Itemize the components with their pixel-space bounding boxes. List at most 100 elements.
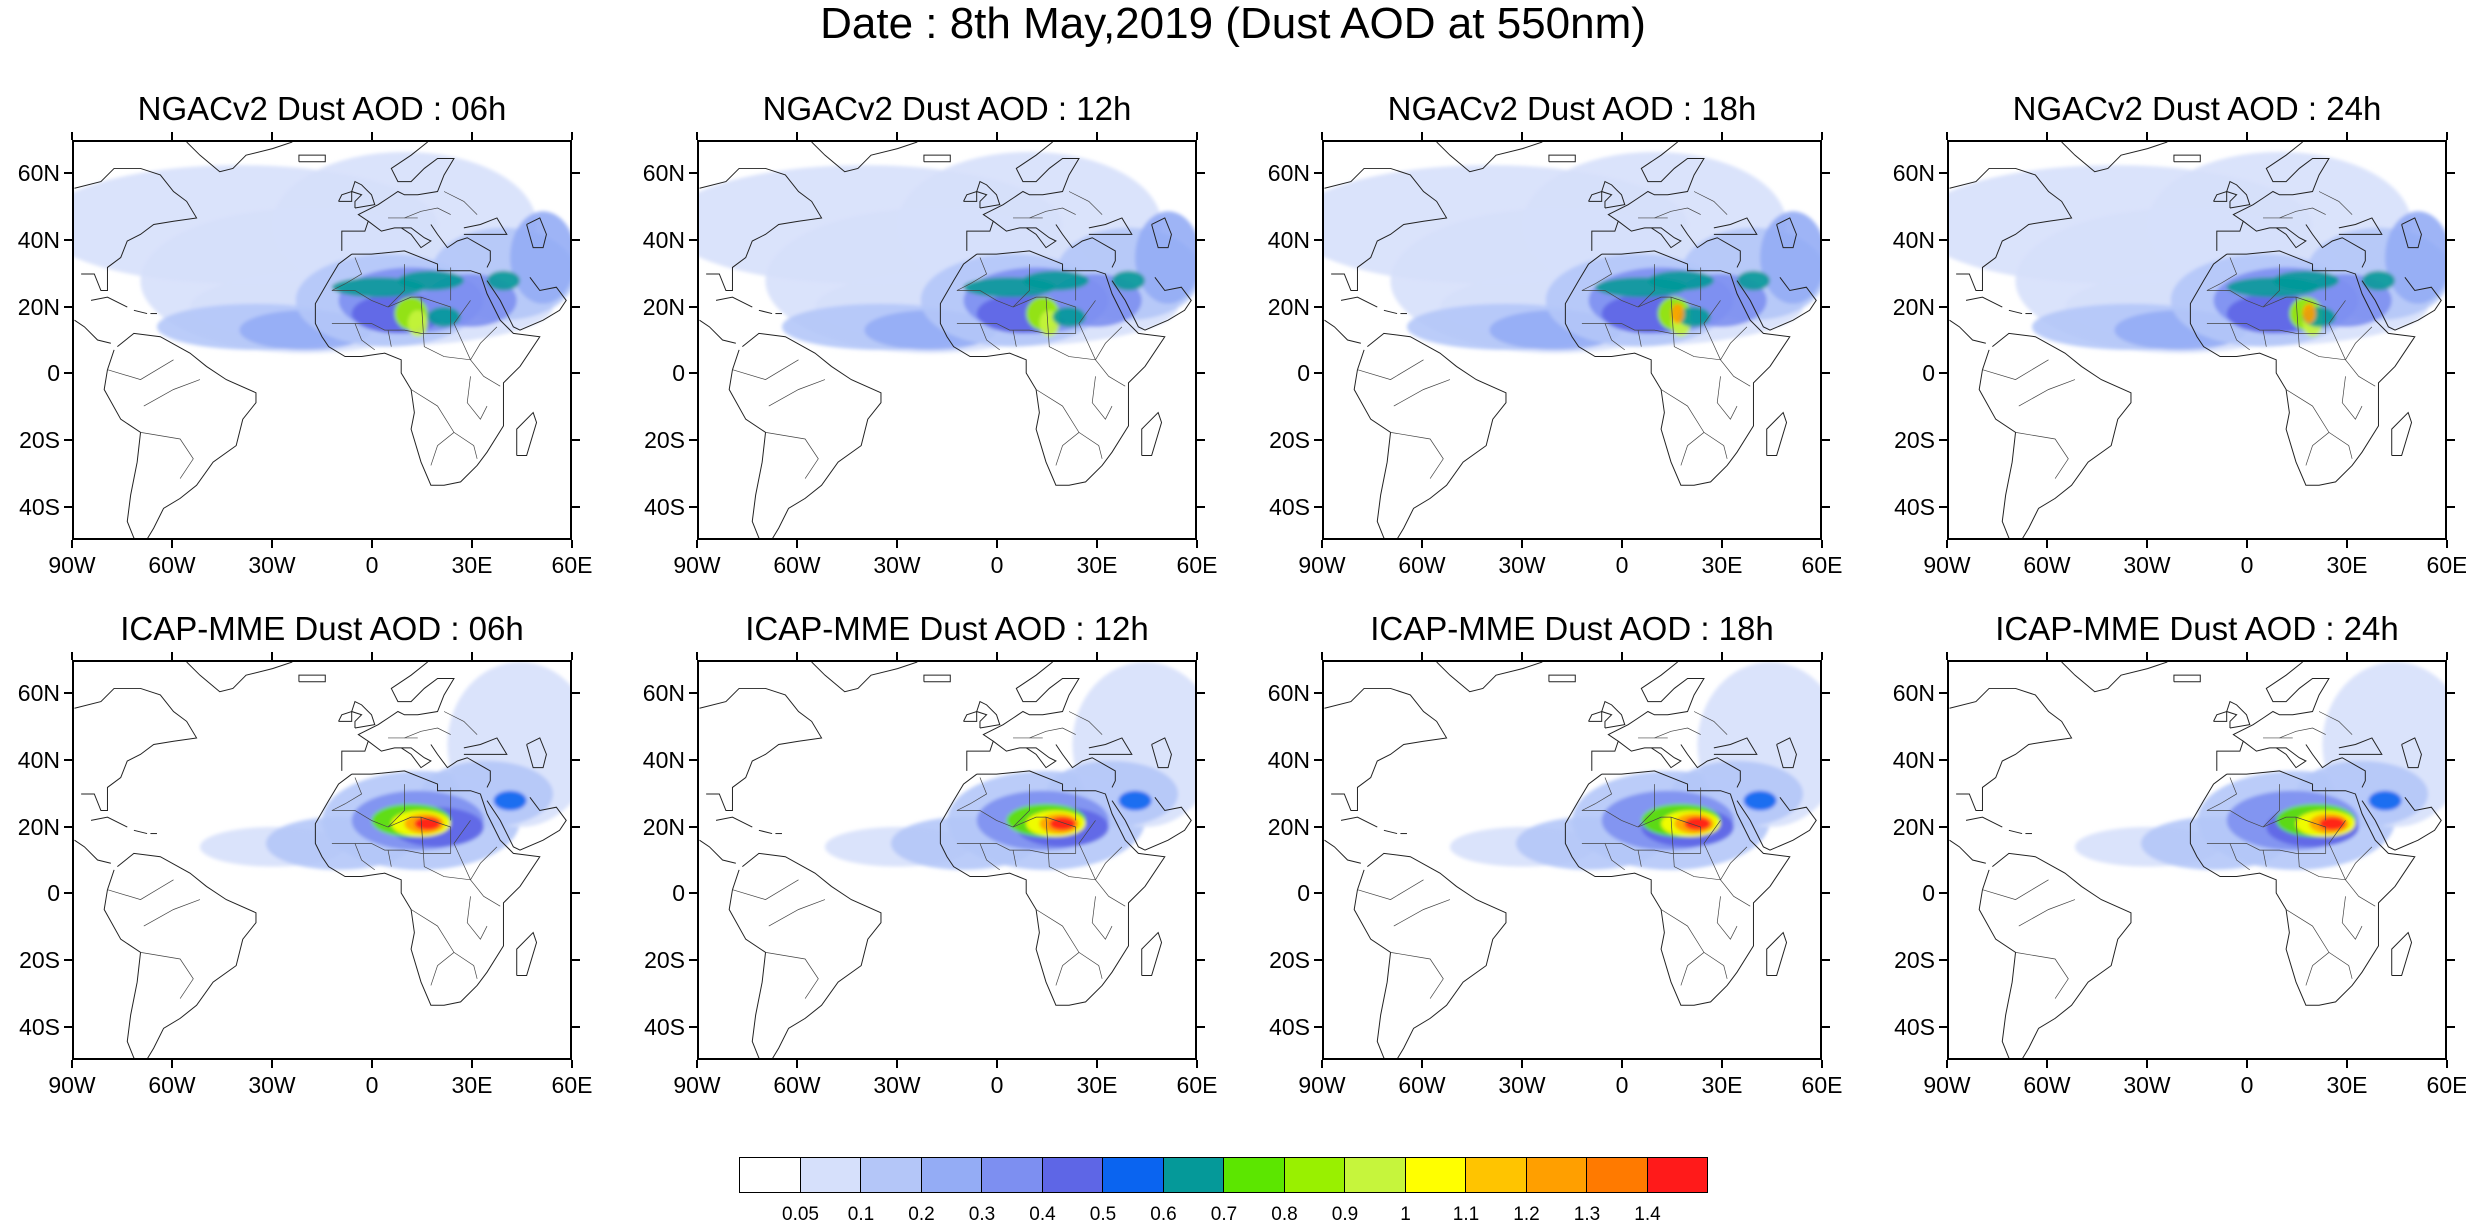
lon-tick — [2246, 540, 2248, 548]
lat-tick — [572, 759, 580, 761]
country-border — [387, 850, 392, 867]
lon-tick-label: 30W — [2123, 1072, 2171, 1098]
lon-tick — [1821, 652, 1823, 660]
country-border — [1091, 896, 1113, 940]
lat-tick — [2447, 505, 2455, 508]
lon-tick-label: 30E — [2326, 552, 2368, 578]
coastline — [338, 710, 353, 722]
lon-tick — [796, 540, 798, 548]
aod-plume — [510, 211, 570, 304]
coastline — [963, 190, 978, 202]
coastline — [1978, 332, 2132, 538]
lon-tick — [1196, 652, 1198, 660]
coastline — [1151, 217, 1172, 249]
country-border — [1091, 376, 1113, 420]
lat-tick-label: 40N — [1892, 747, 1935, 773]
panel-title: ICAP-MME Dust AOD : 18h — [1370, 610, 1774, 647]
coastline — [1564, 770, 1791, 1006]
lat-tick — [1197, 372, 1205, 375]
coastline — [367, 220, 432, 249]
lat-tick — [1197, 305, 1205, 308]
lat-tick — [1197, 439, 1205, 441]
lat-tick-label: 20S — [1894, 427, 1935, 453]
colorbar-swatch — [1283, 1157, 1345, 1193]
coastline — [811, 662, 918, 693]
lat-tick — [1314, 825, 1322, 828]
coastline — [1978, 852, 2132, 1058]
dust-aod-map — [697, 660, 1197, 1060]
coastline — [1591, 662, 1705, 771]
lat-tick — [1822, 439, 1830, 441]
coastline — [1324, 839, 1361, 864]
lon-tick — [271, 1060, 273, 1068]
lat-tick — [1197, 239, 1205, 241]
country-border — [2015, 432, 2069, 479]
lat-tick-label: 60N — [1267, 160, 1310, 187]
coastline — [1141, 411, 1163, 457]
coastline — [486, 797, 567, 851]
country-border — [2262, 784, 2280, 828]
coastline — [2401, 217, 2422, 249]
country-border — [404, 727, 451, 739]
country-border — [1670, 297, 1748, 361]
lon-tick — [2146, 652, 2148, 660]
coastline — [2242, 220, 2307, 249]
lon-tick-label: 30W — [1498, 552, 1546, 578]
lon-tick-label: 60E — [551, 1072, 593, 1098]
coastline — [74, 167, 198, 291]
lon-tick — [796, 652, 798, 660]
lat-tick — [2447, 439, 2455, 441]
country-border — [732, 879, 799, 900]
coastline — [2338, 737, 2383, 755]
lon-tick — [2446, 1060, 2448, 1068]
colorbar-swatch — [860, 1157, 922, 1193]
lat-tick — [2447, 1025, 2455, 1028]
coastline — [758, 309, 773, 315]
lon-tick — [1421, 652, 1423, 660]
coastline — [1949, 319, 1986, 344]
country-border — [410, 389, 455, 466]
country-border — [2229, 843, 2250, 871]
lon-tick-label: 60W — [2023, 552, 2071, 578]
coastline — [430, 744, 491, 788]
coastline — [992, 220, 1057, 249]
colorbar-label: 0.3 — [968, 1204, 996, 1225]
coastline — [2226, 180, 2251, 209]
country-border — [1078, 432, 1103, 459]
lat-tick — [1822, 692, 1830, 695]
lat-tick — [1939, 239, 1947, 241]
coastline — [1055, 224, 1116, 268]
lat-tick — [572, 959, 580, 961]
figure-title: Date : 8th May,2019 (Dust AOD at 550nm) — [820, 0, 1646, 48]
lon-tick-label: 30W — [1498, 1072, 1546, 1098]
lat-tick — [1822, 759, 1830, 761]
country-border — [1078, 300, 1126, 387]
lat-tick-label: 40N — [1267, 227, 1310, 253]
lon-tick-label: 0 — [2240, 552, 2254, 578]
country-border — [453, 300, 501, 387]
country-border — [466, 896, 488, 940]
coastline — [1965, 296, 2003, 308]
colorbar-label: 0.5 — [1089, 1204, 1117, 1225]
lon-tick-label: 30E — [1076, 552, 1118, 578]
lat-tick — [689, 305, 697, 308]
lat-tick-label: 40S — [1269, 1013, 1310, 1040]
coastline — [1548, 674, 1576, 683]
coastline — [2361, 277, 2442, 331]
lat-tick — [572, 439, 580, 441]
lon-tick-label: 30E — [2326, 1072, 2368, 1098]
lon-tick — [796, 132, 798, 140]
coastline — [2173, 674, 2201, 683]
lat-tick — [64, 305, 72, 308]
colorbar-label: 0.05 — [782, 1204, 819, 1225]
lon-tick — [996, 132, 998, 140]
dust-aod-map — [72, 140, 572, 540]
lon-tick-label: 30E — [1701, 552, 1743, 578]
country-border — [1012, 330, 1017, 347]
lon-tick — [996, 1060, 998, 1068]
lat-tick-label: 40S — [1894, 1013, 1935, 1040]
country-border — [1637, 850, 1642, 867]
country-border — [1012, 850, 1017, 867]
lat-tick — [572, 372, 580, 375]
lon-tick — [2346, 652, 2348, 660]
